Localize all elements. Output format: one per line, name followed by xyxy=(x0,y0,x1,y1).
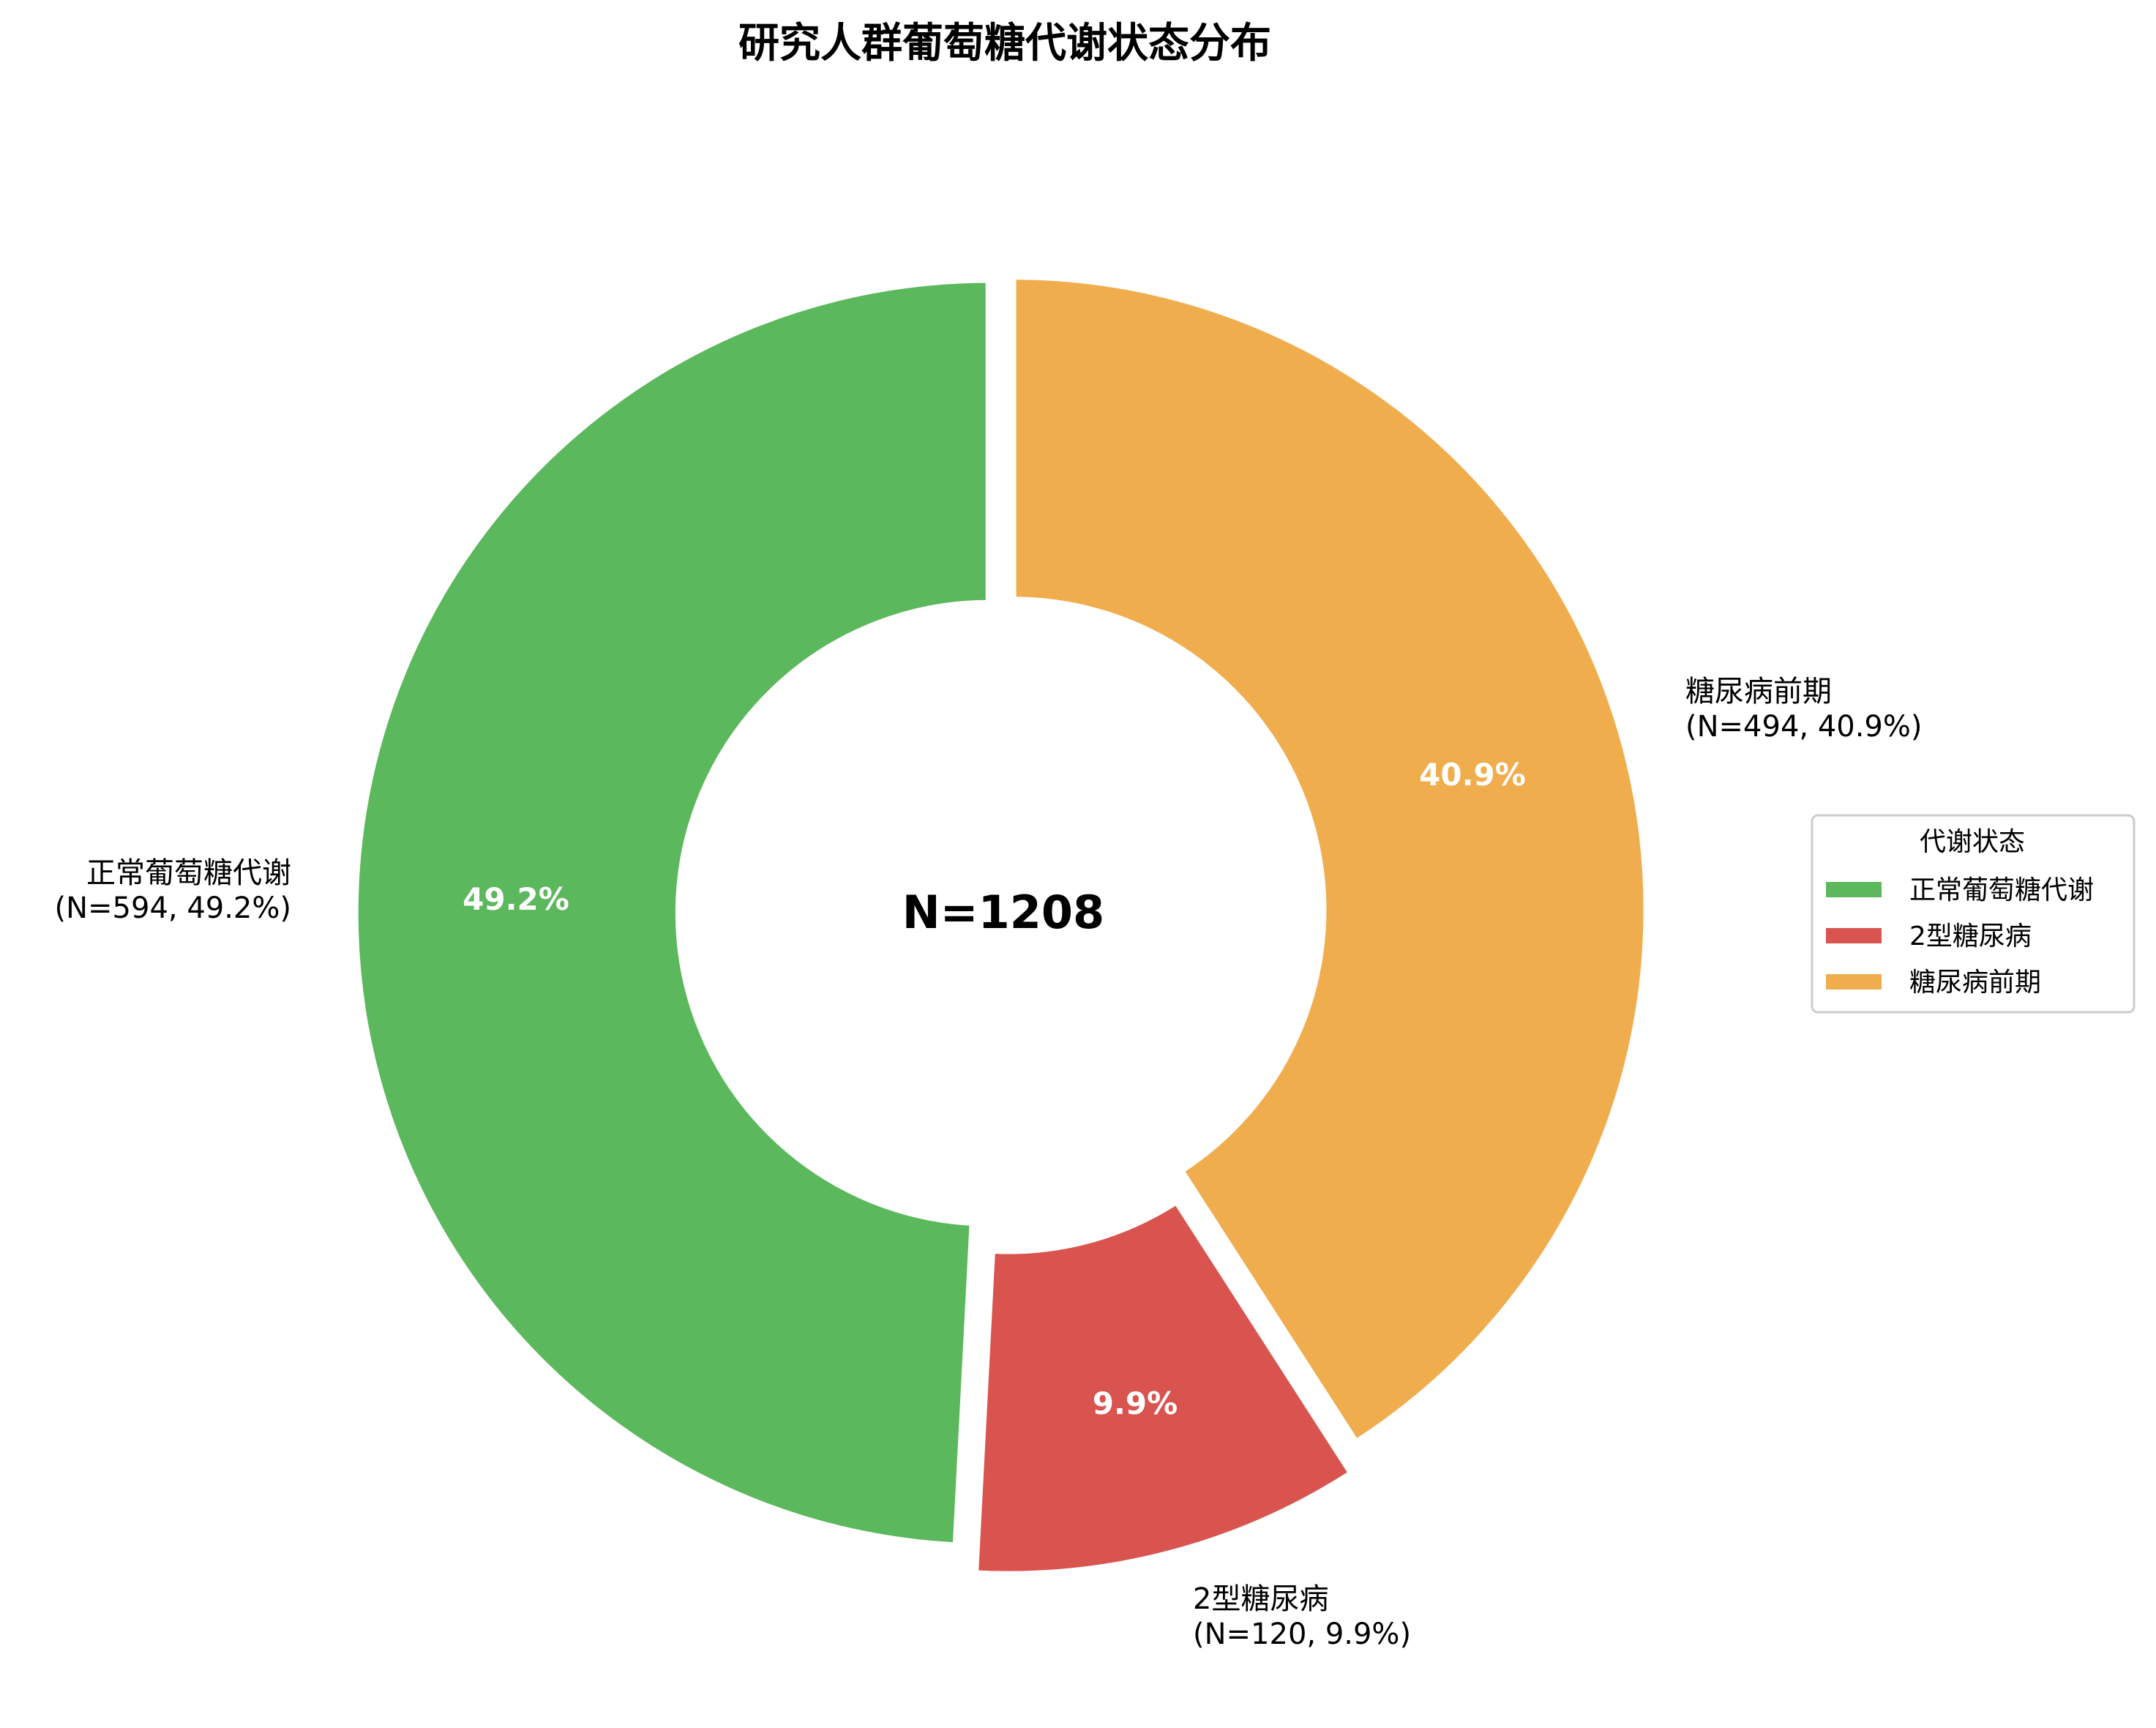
outer-label-normal-glucose-count: (N=594, 49.2%) xyxy=(55,891,292,925)
legend-label-normal-glucose: 正常葡萄糖代谢 xyxy=(1909,875,2094,905)
legend-box xyxy=(1811,814,2136,1014)
legend-swatch-prediabetes xyxy=(1826,974,1882,990)
legend-item-type2-diabetes[interactable]: 2型糖尿病 xyxy=(1826,921,2032,951)
outer-label-prediabetes-count: (N=494, 40.9%) xyxy=(1685,710,1923,744)
outer-label-normal-glucose: 正常葡萄糖代谢 (N=594, 49.2%) xyxy=(55,856,292,925)
legend-swatch-type2-diabetes xyxy=(1826,928,1882,943)
legend-swatch-normal-glucose xyxy=(1826,882,1882,897)
wedge-normal-glucose[interactable] xyxy=(352,277,992,1549)
outer-label-prediabetes: 糖尿病前期 (N=494, 40.9%) xyxy=(1685,675,1923,744)
legend-title: 代谢状态 xyxy=(1920,827,2025,857)
outer-label-type2-diabetes-name: 2型糖尿病 xyxy=(1193,1582,1328,1616)
legend-label-type2-diabetes: 2型糖尿病 xyxy=(1909,921,2032,951)
donut-wedges xyxy=(352,274,1650,1577)
pct-label-type2-diabetes: 9.9% xyxy=(1093,1385,1178,1421)
wedge-prediabetes[interactable] xyxy=(1010,274,1650,1446)
legend-item-normal-glucose[interactable]: 正常葡萄糖代谢 xyxy=(1826,875,2094,905)
center-total-label: N=1208 xyxy=(902,886,1104,939)
legend: 代谢状态 正常葡萄糖代谢 2型糖尿病 糖尿病前期 xyxy=(1811,814,2136,1014)
pct-label-prediabetes: 40.9% xyxy=(1419,757,1526,793)
legend-label-prediabetes: 糖尿病前期 xyxy=(1909,968,2041,998)
outer-label-normal-glucose-name: 正常葡萄糖代谢 xyxy=(86,856,291,890)
outer-label-prediabetes-name: 糖尿病前期 xyxy=(1685,675,1832,708)
pct-label-normal-glucose: 49.2% xyxy=(463,881,569,917)
legend-item-prediabetes[interactable]: 糖尿病前期 xyxy=(1826,968,2041,998)
outer-label-type2-diabetes-count: (N=120, 9.9%) xyxy=(1193,1617,1411,1651)
wedge-type2-diabetes[interactable] xyxy=(972,1197,1355,1577)
chart-title: 研究人群葡萄糖代谢状态分布 xyxy=(738,20,1271,67)
outer-label-type2-diabetes: 2型糖尿病 (N=120, 9.9%) xyxy=(1193,1582,1411,1651)
